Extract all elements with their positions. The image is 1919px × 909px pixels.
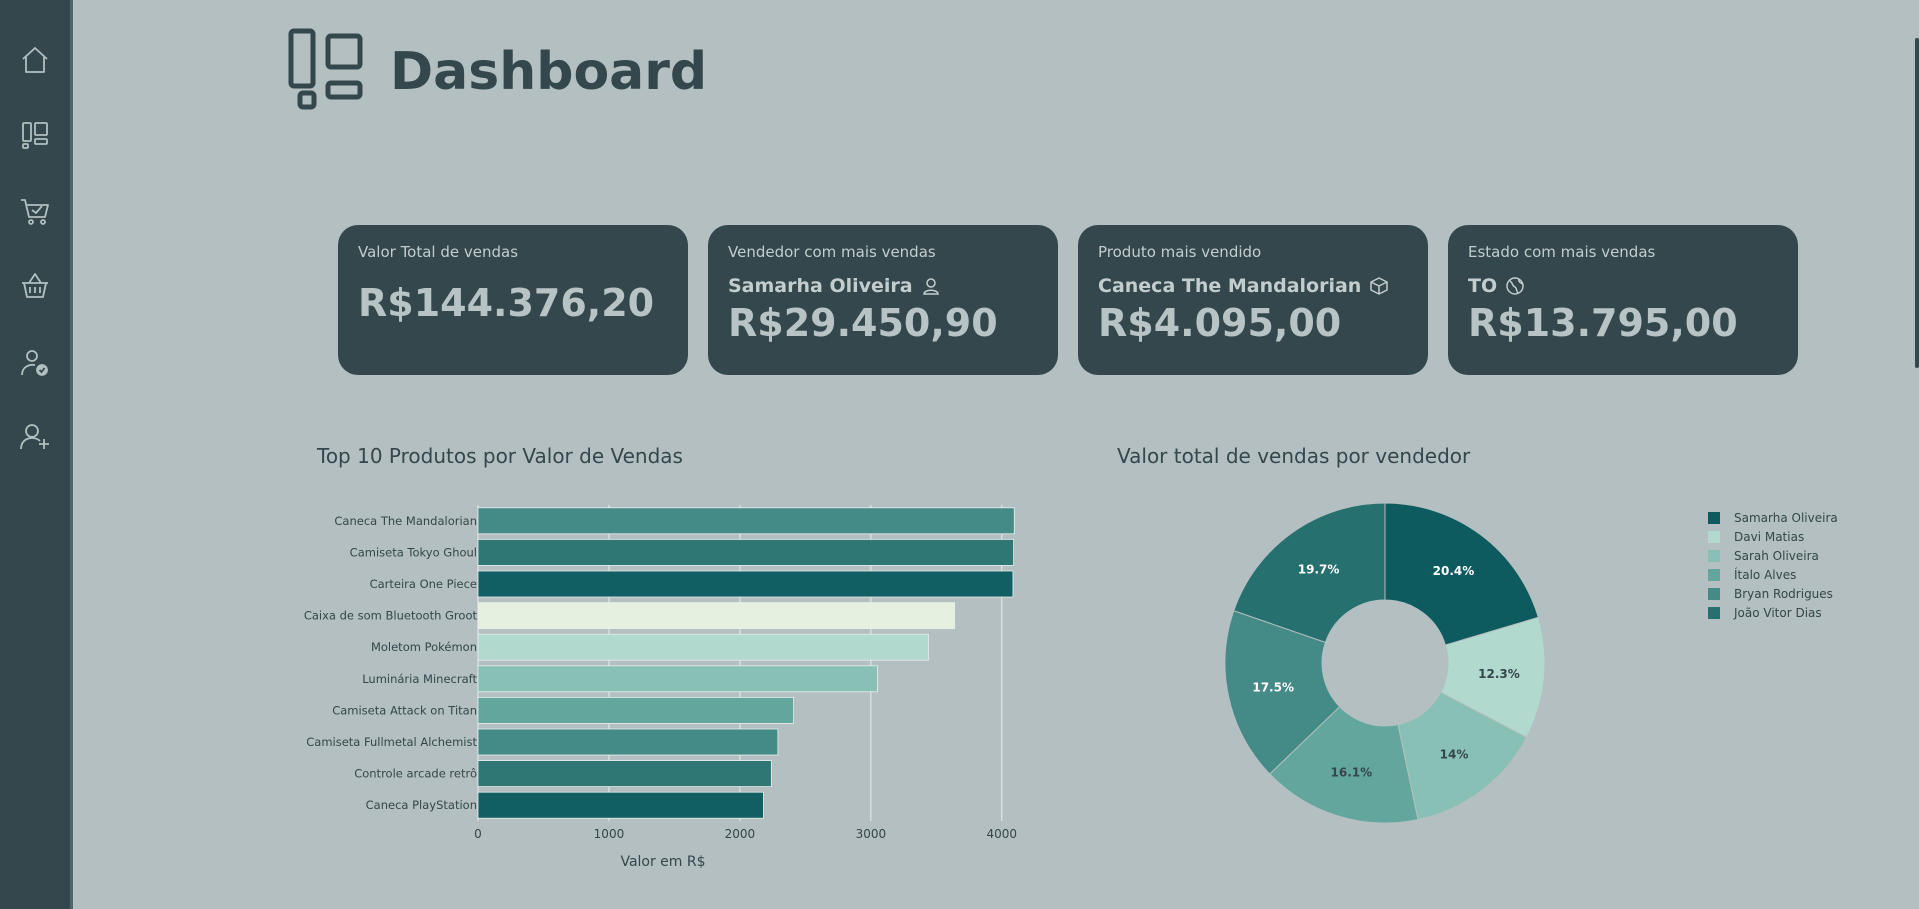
nav-home[interactable] [17, 42, 53, 78]
y-tick-label: Caixa de som Bluetooth Groot [304, 609, 478, 623]
bar-chart-title: Top 10 Produtos por Valor de Vendas [317, 444, 683, 468]
legend-swatch [1708, 587, 1720, 600]
user-icon [922, 278, 939, 295]
scrollbar-thumb[interactable] [1915, 38, 1919, 368]
legend-label: Bryan Rodrigues [1734, 586, 1833, 601]
pie-slice[interactable] [1233, 502, 1386, 644]
nav-sales[interactable] [17, 193, 53, 229]
bar[interactable] [477, 539, 1014, 566]
legend-item[interactable]: Sarah Oliveira [1708, 546, 1838, 565]
sidebar [0, 0, 73, 909]
legend-item[interactable]: Samarha Oliveira [1708, 508, 1838, 527]
pie-slice-label: 19.7% [1298, 563, 1340, 577]
pie-slice-label: 12.3% [1478, 667, 1520, 681]
nav-products[interactable] [17, 268, 53, 304]
pie-slice-label: 16.1% [1331, 765, 1373, 779]
y-tick-label: Camiseta Fullmetal Alchemist [306, 735, 477, 749]
card-label: Vendedor com mais vendas [728, 243, 936, 261]
pie-slice[interactable] [1224, 610, 1341, 775]
card-label: Produto mais vendido [1098, 243, 1262, 261]
card-label: Valor Total de vendas [358, 243, 519, 261]
x-tick-label: 1000 [594, 827, 625, 841]
card-value: R$29.450,90 [728, 301, 998, 345]
pie-legend: Samarha Oliveira Davi Matias Sarah Oliveir… [1708, 508, 1838, 622]
bar-chart: 0 1000 2000 3000 4000 Caneca The Mandalorian C… [304, 505, 1018, 870]
legend-item[interactable]: Ítalo Alves [1708, 565, 1838, 584]
pie-slice-label: 20.4% [1433, 564, 1475, 578]
bar[interactable] [477, 728, 779, 756]
nav-add-user[interactable] [17, 419, 53, 455]
bar[interactable] [477, 665, 878, 693]
legend-swatch [1708, 530, 1720, 543]
top-state-name: TO [1468, 275, 1498, 297]
legend-label: João Vitor Dias [1734, 605, 1822, 620]
page-header: Dashboard [288, 28, 707, 116]
x-tick-label: 0 [474, 827, 482, 841]
box-icon [1370, 277, 1389, 295]
nav-sellers[interactable] [17, 345, 53, 381]
card-sub: TO [1468, 275, 1778, 297]
y-tick-label: Moletom Pokémon [371, 640, 477, 654]
kpi-card-top-seller: Vendedor com mais vendas Samarha Oliveir… [708, 225, 1058, 375]
legend-label: Sarah Oliveira [1734, 548, 1819, 563]
y-tick-label: Caneca PlayStation [366, 798, 477, 812]
bar[interactable] [477, 570, 1014, 598]
x-tick-label: 2000 [725, 827, 756, 841]
donut-chart: 20.4% 12.3% 14% 16.1% 17.5% 19.7% [1224, 502, 1546, 824]
x-tick-label: 4000 [987, 827, 1018, 841]
globe-icon [1506, 277, 1524, 295]
cart-check-icon [21, 199, 49, 225]
bar[interactable] [477, 760, 772, 788]
legend-swatch [1708, 568, 1720, 581]
dashboard-icon [288, 28, 370, 116]
pie-slice[interactable] [1397, 691, 1528, 821]
kpi-card-total-sales: Valor Total de vendas R$144.376,20 [338, 225, 688, 375]
y-tick-label: Luminária Minecraft [362, 672, 477, 686]
legend-label: Ítalo Alves [1734, 567, 1797, 582]
bar[interactable] [477, 633, 929, 661]
legend-swatch [1708, 549, 1720, 562]
top-seller-name: Samarha Oliveira [728, 275, 913, 297]
home-icon [22, 47, 48, 73]
card-value: R$144.376,20 [358, 281, 655, 325]
y-tick-label: Carteira One Piece [370, 577, 477, 591]
pie-slice-label: 14% [1440, 747, 1469, 761]
pie-slice[interactable] [1384, 502, 1539, 646]
legend-swatch [1708, 606, 1720, 619]
bar[interactable] [477, 696, 794, 724]
kpi-card-top-product: Produto mais vendido Caneca The Mandalor… [1078, 225, 1428, 375]
top-product-name: Caneca The Mandalorian [1098, 275, 1362, 297]
legend-item[interactable]: Bryan Rodrigues [1708, 584, 1838, 603]
nav-dashboard[interactable] [17, 117, 53, 153]
bar[interactable] [477, 507, 1015, 535]
basket-icon [22, 273, 48, 298]
dashboard-icon [22, 122, 48, 149]
legend-swatch [1708, 511, 1720, 524]
legend-label: Davi Matias [1734, 529, 1805, 544]
card-sub: Caneca The Mandalorian [1098, 275, 1408, 297]
pie-chart-title: Valor total de vendas por vendedor [1117, 444, 1471, 468]
card-value: R$13.795,00 [1468, 301, 1738, 345]
legend-item[interactable]: João Vitor Dias [1708, 603, 1838, 622]
y-tick-label: Camiseta Tokyo Ghoul [350, 545, 477, 559]
bar[interactable] [477, 791, 764, 819]
y-tick-label: Caneca The Mandalorian [334, 514, 477, 528]
x-tick-label: 3000 [856, 827, 887, 841]
y-tick-label: Camiseta Attack on Titan [332, 703, 477, 717]
card-value: R$4.095,00 [1098, 301, 1342, 345]
kpi-card-top-state: Estado com mais vendas TO R$13.795,00 [1448, 225, 1798, 375]
card-label: Estado com mais vendas [1468, 243, 1656, 261]
page-title: Dashboard [390, 42, 708, 102]
pie-slice-label: 17.5% [1252, 681, 1294, 695]
legend-label: Samarha Oliveira [1734, 510, 1838, 525]
bar[interactable] [477, 602, 956, 629]
y-tick-label: Controle arcade retrô [354, 767, 477, 781]
pie-slice[interactable] [1269, 705, 1419, 824]
legend-item[interactable]: Davi Matias [1708, 527, 1838, 546]
user-check-icon [21, 350, 48, 376]
card-sub: Samarha Oliveira [728, 275, 1038, 297]
user-plus-icon [20, 424, 49, 450]
x-axis-label: Valor em R$ [620, 854, 705, 870]
